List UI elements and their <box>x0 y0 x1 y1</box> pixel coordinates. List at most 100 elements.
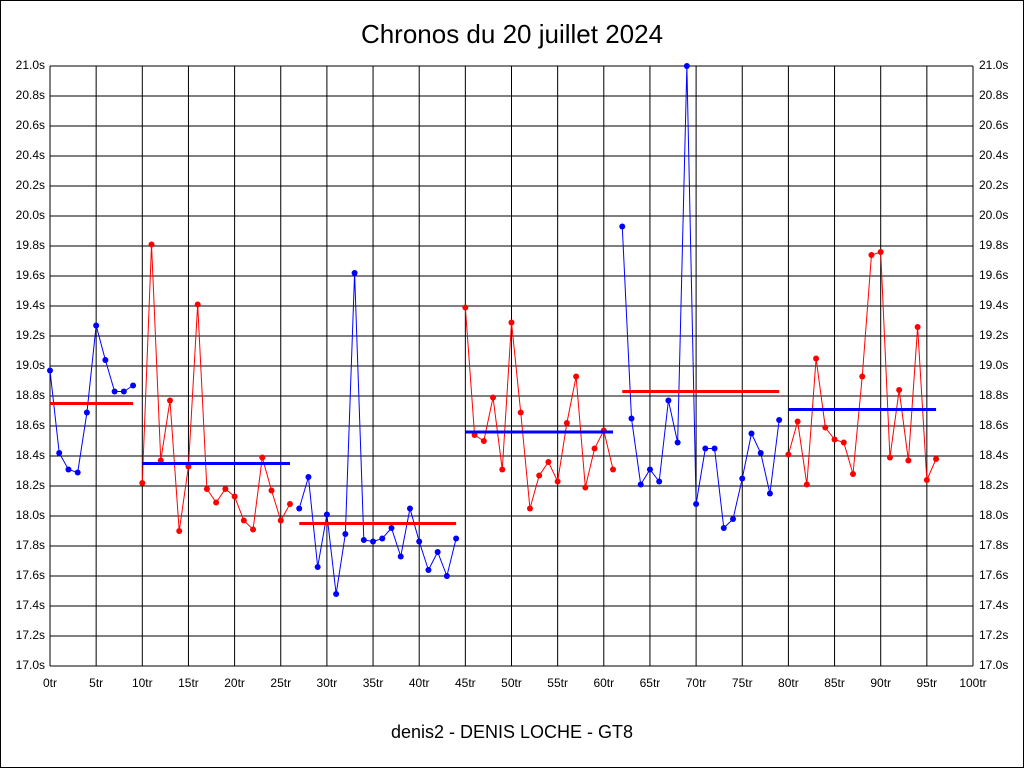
y-tick-label: 20.6s <box>16 118 45 132</box>
y-tick-label: 18.6s <box>16 418 45 432</box>
lap-point <box>886 454 893 461</box>
lap-point <box>526 505 533 512</box>
lap-point <box>351 270 358 276</box>
lap-point <box>508 319 515 326</box>
y2-tick-label: 20.4s <box>979 148 1008 162</box>
lap-point <box>766 490 773 497</box>
lap-point <box>582 484 589 491</box>
lap-point <box>803 481 810 488</box>
y2-tick-label: 18.4s <box>979 448 1008 462</box>
lap-point <box>194 301 201 308</box>
lap-point <box>425 567 432 573</box>
x-tick-label: 5tr <box>89 676 103 690</box>
y-tick-label: 17.4s <box>16 598 45 612</box>
x-tick-label: 70tr <box>686 676 707 690</box>
lap-point <box>268 487 275 494</box>
y2-tick-label: 19.2s <box>979 328 1008 342</box>
lap-point <box>176 528 183 534</box>
lap-point <box>637 481 644 488</box>
lap-point <box>130 382 137 389</box>
y-tick-label: 18.4s <box>16 448 45 462</box>
lap-point <box>859 373 866 380</box>
lap-point <box>573 373 580 380</box>
lap-point <box>785 451 792 458</box>
lap-point <box>896 387 903 393</box>
lap-point <box>102 357 109 363</box>
x-tick-label: 15tr <box>178 676 199 690</box>
y2-tick-label: 19.8s <box>979 238 1008 252</box>
lap-point <box>905 457 912 464</box>
x-tick-label: 95tr <box>917 676 938 690</box>
x-tick-label: 25tr <box>270 676 291 690</box>
lap-point <box>813 355 820 362</box>
x-tick-label: 80tr <box>778 676 799 690</box>
y-tick-label: 17.2s <box>16 628 45 642</box>
y-tick-label: 20.8s <box>16 88 45 102</box>
y-tick-label: 18.8s <box>16 388 45 402</box>
y2-tick-label: 20.6s <box>979 118 1008 132</box>
x-tick-label: 10tr <box>132 676 153 690</box>
lap-point <box>674 439 681 446</box>
lap-point <box>213 499 220 506</box>
chart-subtitle: denis2 - DENIS LOCHE - GT8 <box>391 722 633 742</box>
lap-point <box>139 480 146 486</box>
lap-point <box>93 322 100 329</box>
y2-tick-label: 17.4s <box>979 598 1008 612</box>
y-tick-label: 20.2s <box>16 178 45 192</box>
lap-point <box>370 538 377 545</box>
chart-title: Chronos du 20 juillet 2024 <box>361 19 663 49</box>
x-tick-label: 55tr <box>547 676 568 690</box>
lap-point <box>739 475 746 482</box>
x-tick-label: 30tr <box>317 676 338 690</box>
lap-point <box>443 573 450 579</box>
lap-point <box>65 466 72 473</box>
y-tick-label: 19.0s <box>16 358 45 372</box>
y-tick-label: 17.8s <box>16 538 45 552</box>
lap-point <box>730 516 737 522</box>
lap-point <box>665 397 672 404</box>
lap-point <box>250 526 257 533</box>
lap-point <box>563 420 570 426</box>
lap-point <box>231 493 238 500</box>
lap-point <box>545 459 552 465</box>
lap-point <box>923 477 930 483</box>
lap-point <box>111 388 118 395</box>
x-tick-label: 65tr <box>640 676 661 690</box>
lap-point <box>517 409 524 416</box>
x-tick-label: 90tr <box>870 676 891 690</box>
lap-point <box>333 591 340 597</box>
lap-point <box>646 466 653 473</box>
lap-point <box>757 450 764 456</box>
lap-point <box>877 249 884 255</box>
lap-point <box>56 450 63 456</box>
y2-tick-label: 17.8s <box>979 538 1008 552</box>
lap-point <box>323 511 330 518</box>
lap-point <box>831 436 838 443</box>
lap-point <box>434 549 441 555</box>
lap-point <box>536 472 543 479</box>
y2-tick-label: 21.0s <box>979 58 1008 72</box>
lap-point <box>840 439 847 446</box>
lap-point <box>850 471 857 477</box>
y2-tick-label: 18.8s <box>979 388 1008 402</box>
lap-point <box>240 517 247 524</box>
y-tick-label: 17.0s <box>16 658 45 672</box>
y2-tick-label: 20.2s <box>979 178 1008 192</box>
y-tick-label: 19.8s <box>16 238 45 252</box>
lap-point <box>748 430 755 437</box>
lap-point <box>720 525 727 531</box>
lap-point <box>259 454 266 461</box>
lap-point <box>360 537 367 543</box>
lap-point <box>794 418 801 425</box>
lap-point <box>83 409 90 416</box>
lap-point <box>499 466 506 473</box>
lap-point <box>610 466 617 473</box>
lap-point <box>914 324 921 330</box>
y-tick-label: 21.0s <box>16 58 45 72</box>
y2-tick-label: 17.0s <box>979 658 1008 672</box>
lap-point <box>776 417 783 423</box>
y-tick-label: 19.6s <box>16 268 45 282</box>
y2-tick-label: 18.2s <box>979 478 1008 492</box>
lap-point <box>148 241 155 248</box>
lap-point <box>416 538 423 545</box>
